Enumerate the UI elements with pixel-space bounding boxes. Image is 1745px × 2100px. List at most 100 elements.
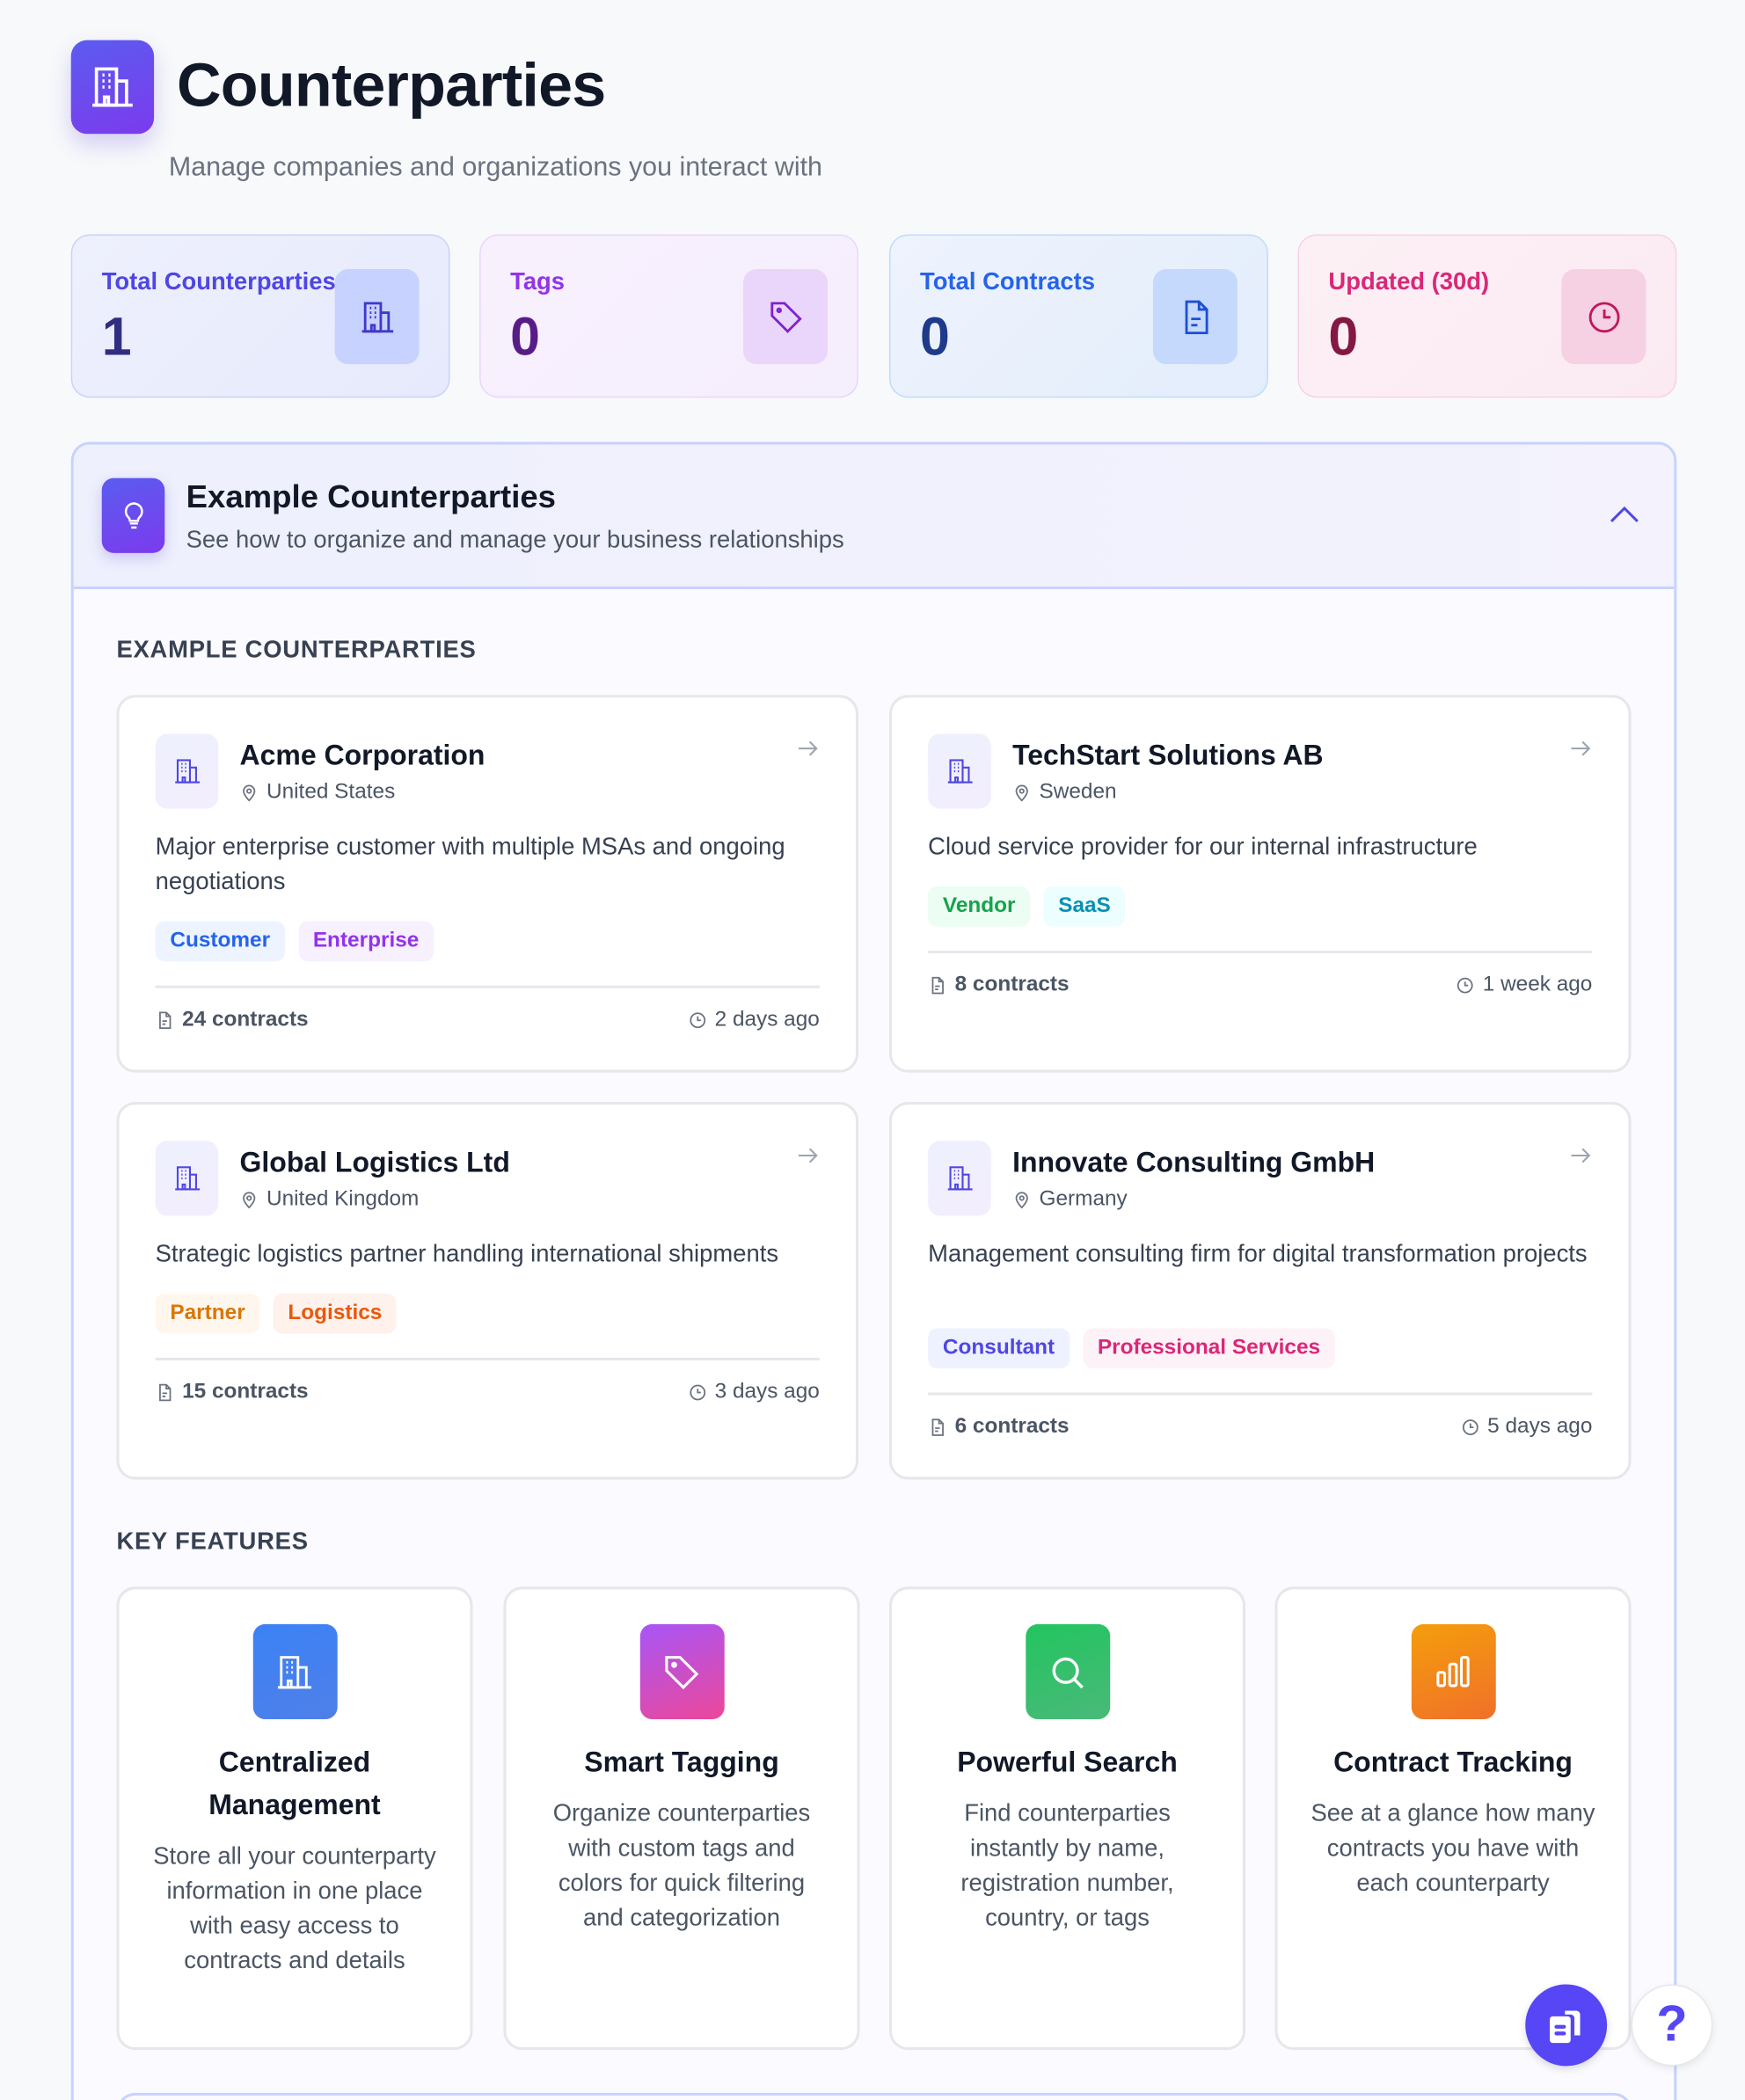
counterparty-description: Cloud service provider for our internal …	[928, 833, 1478, 860]
feature-description: Find counterparties instantly by name, r…	[960, 1799, 1174, 1931]
divider	[155, 1357, 820, 1360]
country: Germany	[1039, 1187, 1128, 1211]
map-pin-icon	[243, 1192, 256, 1209]
feature-card: Centralized Management Store all your co…	[116, 1586, 473, 2051]
contract-count: 8 contracts	[954, 973, 1070, 996]
country: Sweden	[1039, 780, 1117, 804]
counterparty-card[interactable]: Innovate Consulting GmbH Germany Managem…	[889, 1102, 1632, 1480]
feature-description: Store all your counterparty information …	[153, 1842, 436, 1974]
counterparty-location: Sweden	[1012, 781, 1117, 805]
example-counterparties-panel: Example Counterparties See how to organi…	[70, 441, 1677, 2100]
tag-icon	[639, 1623, 724, 1720]
counterparty-card[interactable]: Global Logistics Ltd United Kingdom Stra…	[116, 1102, 858, 1480]
feature-title: Centralized Management	[208, 1746, 381, 1821]
counterparty-name: TechStart Solutions AB	[1012, 740, 1324, 772]
feature-description: Organize counterparties with custom tags…	[552, 1799, 811, 1931]
last-updated: 2 days ago	[714, 1008, 820, 1032]
card-footer: 6 contracts 5 days ago	[928, 1415, 1592, 1439]
tag-badge[interactable]: SaaS	[1043, 886, 1126, 927]
divider	[155, 985, 820, 988]
tag-badge[interactable]: Enterprise	[298, 921, 434, 962]
tag-badge[interactable]: Vendor	[928, 886, 1031, 927]
counterparty-card[interactable]: TechStart Solutions AB Sweden Cloud serv…	[889, 695, 1632, 1073]
counterparty-name: Acme Corporation	[239, 740, 486, 772]
stat-label: Total Contracts	[920, 267, 1096, 295]
contract-count: 15 contracts	[182, 1380, 309, 1404]
help-fab-button[interactable]: ?	[1631, 1984, 1713, 2067]
feature-title: Powerful Search	[957, 1746, 1178, 1779]
counterparty-description: Strategic logistics partner handling int…	[155, 1239, 779, 1267]
stat-tags: Tags 0	[479, 234, 858, 398]
tag-icon	[743, 269, 828, 365]
counterparty-name: Innovate Consulting GmbH	[1012, 1147, 1376, 1178]
help-label: ?	[1656, 1996, 1688, 2053]
feature-title: Contract Tracking	[1333, 1746, 1573, 1779]
clipboard-icon	[1549, 2009, 1580, 2043]
feature-card: Powerful Search Find counterparties inst…	[889, 1586, 1246, 2051]
stat-label: Tags	[510, 267, 566, 295]
building-icon	[928, 733, 991, 809]
feature-card: Smart Tagging Organize counterparties wi…	[503, 1586, 860, 2051]
file-icon	[931, 1418, 944, 1436]
counterparty-card[interactable]: Acme Corporation United States Major ent…	[116, 695, 858, 1073]
last-updated: 5 days ago	[1487, 1415, 1593, 1439]
contract-count: 24 contracts	[182, 1008, 309, 1032]
bar-chart-icon	[1411, 1623, 1495, 1720]
section-label: KEY FEATURES	[116, 1528, 309, 1555]
counterparty-name: Global Logistics Ltd	[239, 1147, 510, 1178]
panel-subtitle: See how to organize and manage your busi…	[186, 526, 844, 553]
arrow-right-icon[interactable]	[1566, 735, 1593, 762]
panel-header[interactable]: Example Counterparties See how to organi…	[73, 444, 1675, 589]
counterparty-description: Management consulting firm for digital t…	[928, 1239, 1588, 1267]
next-section-card	[116, 2092, 1633, 2100]
last-updated: 3 days ago	[714, 1380, 820, 1404]
country: United States	[266, 780, 396, 804]
arrow-right-icon[interactable]	[794, 1142, 821, 1169]
stat-total-counterparties: Total Counterparties 1	[70, 234, 450, 398]
map-pin-icon	[1015, 1192, 1028, 1209]
clock-icon	[1457, 977, 1473, 994]
building-icon	[92, 67, 133, 107]
file-icon	[159, 1383, 172, 1402]
documents-fab-button[interactable]	[1525, 1984, 1608, 2067]
counterparty-location: Germany	[1012, 1188, 1128, 1212]
divider	[928, 951, 1593, 954]
feature-description: See at a glance how many contracts you h…	[1311, 1799, 1595, 1897]
feature-title: Smart Tagging	[584, 1746, 779, 1779]
stat-updated-30d: Updated (30d) 0	[1297, 234, 1677, 398]
clock-icon	[1561, 269, 1646, 365]
divider	[928, 1392, 1593, 1396]
counterparty-description: Major enterprise customer with multiple …	[155, 833, 785, 895]
feature-card: Contract Tracking See at a glance how ma…	[1274, 1586, 1632, 2051]
clock-icon	[1462, 1419, 1479, 1435]
stat-label: Total Counterparties	[101, 267, 336, 295]
last-updated: 1 week ago	[1482, 973, 1593, 996]
tag-badge[interactable]: Customer	[155, 921, 285, 962]
tag-list: Customer Enterprise	[155, 921, 434, 962]
tag-list: Consultant Professional Services	[928, 1328, 1335, 1369]
stat-value: 0	[920, 308, 950, 368]
clock-icon	[689, 1384, 705, 1401]
building-icon	[334, 269, 420, 365]
contract-count: 6 contracts	[954, 1415, 1070, 1439]
arrow-right-icon[interactable]	[1566, 1142, 1593, 1169]
page-title: Counterparties	[176, 49, 606, 120]
tag-badge[interactable]: Logistics	[273, 1293, 398, 1334]
building-icon	[155, 733, 219, 809]
tag-badge[interactable]: Consultant	[928, 1328, 1070, 1369]
tag-badge[interactable]: Partner	[155, 1293, 260, 1334]
arrow-right-icon[interactable]	[794, 735, 821, 762]
stat-value: 1	[101, 308, 132, 368]
tag-badge[interactable]: Professional Services	[1083, 1328, 1335, 1369]
chevron-up-icon[interactable]	[1607, 498, 1642, 533]
counterparty-location: United States	[240, 780, 396, 805]
building-icon	[928, 1141, 991, 1216]
lightbulb-icon	[101, 478, 165, 553]
card-footer: 8 contracts 1 week ago	[928, 973, 1592, 997]
building-icon	[252, 1623, 337, 1720]
stat-label: Updated (30d)	[1328, 267, 1490, 295]
page-logo	[70, 40, 155, 135]
stat-total-contracts: Total Contracts 0	[889, 234, 1268, 398]
tag-list: Vendor SaaS	[928, 886, 1126, 927]
card-footer: 24 contracts 2 days ago	[156, 1009, 820, 1032]
